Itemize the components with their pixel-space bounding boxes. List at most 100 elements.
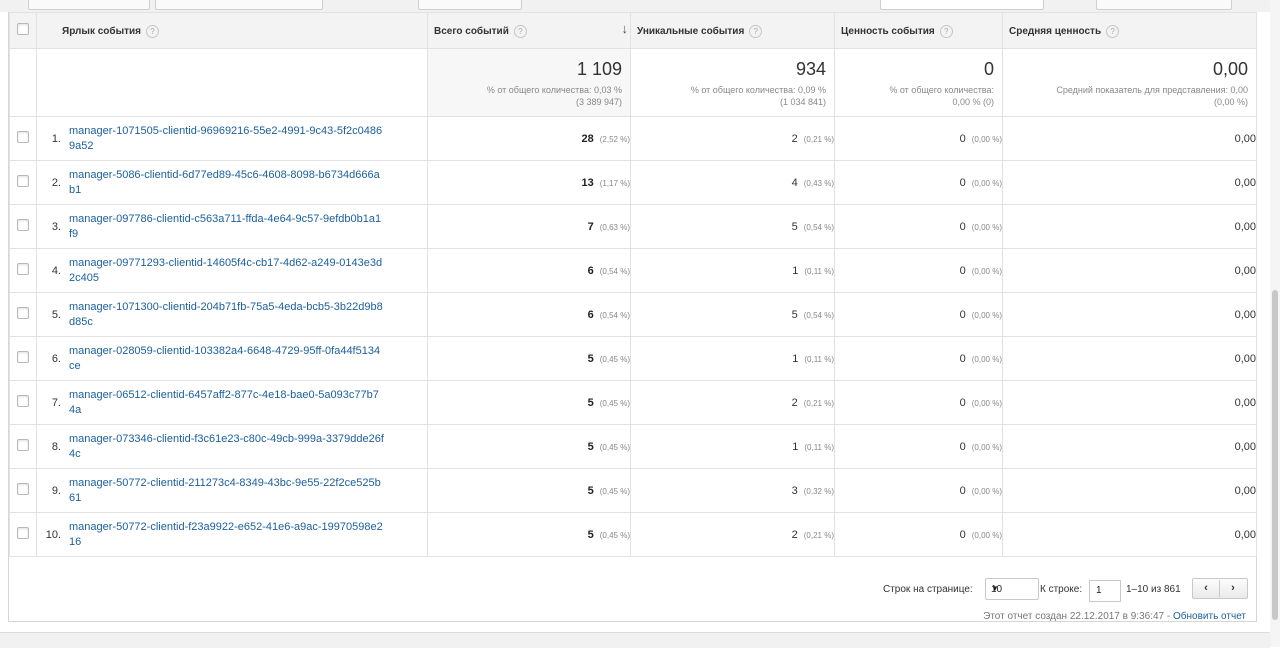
row-value-value: 0	[959, 528, 966, 541]
row-checkbox[interactable]	[17, 307, 29, 319]
row-unique-cell: 3 (0,32 %)	[630, 468, 835, 513]
row-label-link[interactable]: manager-50772-clientid-f23a9922-e652-41e…	[69, 520, 383, 548]
col-header-unique[interactable]: Уникальные события?	[630, 12, 835, 49]
row-value-cell: 0 (0,00 %)	[834, 380, 1003, 425]
row-unique-percent: (0,21 %)	[803, 134, 834, 144]
row-checkbox[interactable]	[17, 175, 29, 187]
row-label-link[interactable]: manager-097786-clientid-c563a711-ffda-4e…	[69, 212, 382, 240]
row-label-cell: 10. manager-50772-clientid-f23a9922-e652-…	[36, 512, 428, 557]
row-checkbox[interactable]	[17, 483, 29, 495]
help-icon[interactable]: ?	[1106, 25, 1120, 38]
row-label-link[interactable]: manager-06512-clientid-6457aff2-877c-4e1…	[69, 388, 379, 416]
col-header-total[interactable]: Всего событий? ↓	[427, 12, 631, 49]
col-header-avg[interactable]: Средняя ценность?	[1002, 12, 1257, 49]
goto-row-input[interactable]: 1	[1089, 580, 1121, 602]
sort-desc-icon[interactable]: ↓	[621, 21, 629, 36]
row-total-value: 5	[587, 484, 594, 497]
row-checkbox[interactable]	[17, 219, 29, 231]
search-input-partial[interactable]	[880, 0, 1044, 10]
row-avg-cell: 0,00	[1002, 424, 1257, 469]
toolbar-button-partial[interactable]	[28, 0, 150, 10]
row-label-link[interactable]: manager-073346-clientid-f3c61e23-c80c-49…	[69, 432, 384, 460]
row-unique-value: 3	[791, 484, 798, 497]
row-avg-value: 0,00	[1234, 308, 1256, 321]
totals-total-value: 1 109	[576, 59, 622, 79]
prev-page-icon[interactable]: ‹	[1193, 580, 1220, 597]
row-unique-cell: 4 (0,43 %)	[630, 160, 835, 205]
row-label-link[interactable]: manager-5086-clientid-6d77ed89-45c6-4608…	[69, 168, 380, 196]
help-icon[interactable]: ?	[939, 25, 953, 38]
row-label-link[interactable]: manager-50772-clientid-211273c4-8349-43b…	[69, 476, 381, 504]
row-select-cell	[9, 512, 37, 557]
help-icon[interactable]: ?	[749, 25, 763, 38]
view-toggle-group[interactable]	[1096, 0, 1232, 10]
chevron-down-icon: ▼	[991, 584, 999, 593]
row-total-cell: 6 (0,54 %)	[427, 248, 631, 293]
row-label-link[interactable]: manager-1071300-clientid-204b71fb-75a5-4…	[69, 300, 383, 328]
row-number: 7.	[51, 396, 61, 409]
report-created-info: Этот отчет создан 22.12.2017 в 9:36:47 -…	[983, 611, 1246, 622]
select-all-checkbox[interactable]	[17, 23, 29, 35]
row-label-cell: 4. manager-09771293-clientid-14605f4c-cb1…	[36, 248, 428, 293]
row-unique-cell: 2 (0,21 %)	[630, 116, 835, 161]
row-checkbox[interactable]	[17, 527, 29, 539]
report-created-text: Этот отчет создан 22.12.2017 в 9:36:47 -	[983, 611, 1173, 622]
row-value-value: 0	[959, 308, 966, 321]
row-value-percent: (0,00 %)	[971, 134, 1002, 144]
row-total-percent: (0,54 %)	[599, 266, 630, 276]
col-header-value[interactable]: Ценность события?	[834, 12, 1003, 49]
toolbar-dropdown-partial[interactable]	[155, 0, 323, 10]
row-total-percent: (1,17 %)	[599, 178, 630, 188]
row-label-link[interactable]: manager-1071505-clientid-96969216-55e2-4…	[69, 124, 383, 152]
col-header-label[interactable]: Ярлык события?	[36, 12, 428, 49]
row-value-value: 0	[959, 220, 966, 233]
row-total-cell: 5 (0,45 %)	[427, 336, 631, 381]
row-checkbox[interactable]	[17, 351, 29, 363]
row-unique-value: 2	[791, 396, 798, 409]
row-total-cell: 13 (1,17 %)	[427, 160, 631, 205]
totals-total-line2: (3 389 947)	[575, 97, 622, 107]
toolbar-button-partial-2[interactable]	[418, 0, 522, 10]
row-number: 3.	[51, 220, 61, 233]
row-total-percent: (0,63 %)	[599, 222, 630, 232]
row-unique-value: 1	[792, 352, 799, 365]
row-avg-cell: 0,00	[1002, 512, 1257, 557]
row-total-percent: (0,45 %)	[599, 398, 630, 408]
totals-empty-cell	[9, 48, 37, 117]
row-total-value: 5	[587, 352, 594, 365]
next-page-icon[interactable]: ›	[1231, 582, 1235, 594]
row-total-value: 6	[587, 264, 594, 277]
row-checkbox[interactable]	[17, 131, 29, 143]
row-select-cell	[9, 116, 37, 161]
scrollbar-thumb[interactable]	[1272, 290, 1278, 620]
row-checkbox[interactable]	[17, 263, 29, 275]
row-unique-value: 2	[791, 132, 798, 145]
rows-per-page-select[interactable]: 10 ▼	[985, 578, 1039, 600]
help-icon[interactable]: ?	[513, 25, 527, 38]
row-label-link[interactable]: manager-028059-clientid-103382a4-6648-47…	[69, 344, 381, 372]
goto-row-label: К строке:	[1040, 584, 1083, 595]
row-avg-cell: 0,00	[1002, 380, 1257, 425]
row-label-link[interactable]: manager-09771293-clientid-14605f4c-cb17-…	[69, 256, 383, 284]
row-value-percent: (0,00 %)	[971, 354, 1002, 364]
row-checkbox[interactable]	[17, 439, 29, 451]
row-avg-value: 0,00	[1234, 132, 1256, 145]
row-unique-cell: 1 (0,11 %)	[630, 424, 835, 469]
row-label-cell: 2. manager-5086-clientid-6d77ed89-45c6-46…	[36, 160, 428, 205]
pagination-range: 1–10 из 861	[1126, 584, 1181, 595]
row-value-value: 0	[959, 176, 966, 189]
col-header-unique-text: Уникальные события	[637, 26, 745, 38]
totals-unique-line1: % от общего количества: 0,09 %	[690, 85, 826, 95]
row-avg-value: 0,00	[1234, 264, 1256, 277]
refresh-report-link[interactable]: Обновить отчет	[1173, 611, 1246, 622]
col-header-value-text: Ценность события	[841, 26, 935, 38]
vertical-scrollbar[interactable]	[1270, 0, 1280, 647]
row-checkbox[interactable]	[17, 395, 29, 407]
row-avg-cell: 0,00	[1002, 248, 1257, 293]
row-value-percent: (0,00 %)	[971, 310, 1002, 320]
row-total-value: 5	[587, 396, 594, 409]
col-header-label-text: Ярлык события	[62, 26, 141, 38]
row-value-value: 0	[959, 132, 966, 145]
help-icon[interactable]: ?	[146, 25, 159, 38]
rows-per-page-value: 10	[991, 584, 1003, 595]
